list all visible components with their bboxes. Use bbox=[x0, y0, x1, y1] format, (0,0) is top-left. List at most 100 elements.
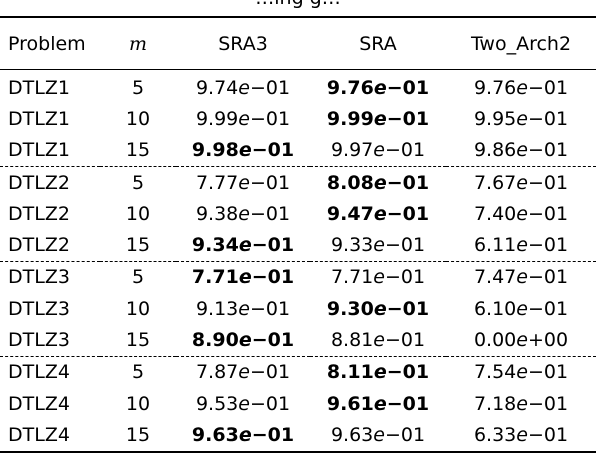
exponent-marker: e bbox=[373, 76, 387, 99]
value: 9.86e−01 bbox=[474, 139, 568, 161]
value: 9.53e−01 bbox=[196, 393, 290, 415]
value: 6.10e−01 bbox=[474, 298, 568, 320]
exponent-marker: e bbox=[373, 329, 385, 352]
table-body: DTLZ1 5 9.74e−01 9.76e−01 9.76e−01 DTLZ1 10 9.9… bbox=[0, 70, 596, 453]
cell-sra3: 9.53e−01 bbox=[176, 388, 310, 419]
value: 9.38e−01 bbox=[196, 203, 290, 225]
value-exponent: −01 bbox=[527, 361, 569, 384]
table-row: DTLZ2 10 9.38e−01 9.47e−01 7.40e−01 bbox=[0, 198, 596, 229]
value-exponent: −01 bbox=[527, 297, 569, 320]
exponent-marker: e bbox=[516, 139, 528, 162]
cell-sra: 9.76e−01 bbox=[310, 70, 446, 104]
exponent-marker: e bbox=[516, 392, 528, 415]
value-exponent: −01 bbox=[527, 202, 569, 225]
best-value: 7.71e−01 bbox=[192, 266, 294, 288]
cell-m: 10 bbox=[125, 202, 151, 225]
table-row: DTLZ1 15 9.98e−01 9.97e−01 9.86e−01 bbox=[0, 135, 596, 167]
cell-m: 15 bbox=[100, 419, 176, 453]
exponent-marker: e bbox=[516, 266, 528, 289]
exponent-marker: e bbox=[373, 234, 385, 257]
value-exponent: −01 bbox=[249, 171, 291, 194]
exponent-marker: e bbox=[516, 107, 528, 130]
cell-m: 15 bbox=[125, 234, 151, 257]
value: 7.67e−01 bbox=[474, 172, 568, 194]
table-row: DTLZ4 5 7.87e−01 8.11e−01 7.54e−01 bbox=[0, 355, 596, 388]
value-exponent: −01 bbox=[527, 107, 569, 130]
value: 6.33e−01 bbox=[474, 424, 568, 446]
value-mantissa: 9.30 bbox=[326, 297, 374, 320]
value-mantissa: 7.18 bbox=[473, 392, 517, 415]
value-mantissa: 8.08 bbox=[326, 171, 374, 194]
exponent-marker: e bbox=[238, 234, 252, 257]
value: 7.18e−01 bbox=[474, 393, 568, 415]
cell-sra: 9.63e−01 bbox=[310, 419, 446, 453]
cell-problem: DTLZ4 bbox=[8, 392, 70, 415]
best-value: 8.90e−01 bbox=[192, 329, 294, 351]
cell-two-arch2: 7.54e−01 bbox=[446, 355, 596, 388]
cell-sra3: 9.63e−01 bbox=[176, 419, 310, 453]
exponent-marker: e bbox=[238, 76, 250, 99]
value-mantissa: 9.38 bbox=[195, 202, 239, 225]
value: 9.95e−01 bbox=[474, 108, 568, 130]
value: 9.74e−01 bbox=[196, 77, 290, 99]
value-mantissa: 9.13 bbox=[195, 297, 239, 320]
cell-sra: 8.08e−01 bbox=[310, 165, 446, 199]
exponent-marker: e bbox=[238, 171, 250, 194]
cell-problem: DTLZ2 bbox=[8, 202, 70, 225]
value-exponent: −01 bbox=[527, 423, 569, 446]
exponent-marker: e bbox=[373, 423, 385, 446]
value-mantissa: 6.10 bbox=[473, 297, 517, 320]
cell-problem: DTLZ1 bbox=[8, 139, 70, 162]
value: 6.11e−01 bbox=[474, 234, 568, 256]
exponent-marker: e bbox=[373, 107, 387, 130]
value-mantissa: 9.76 bbox=[473, 76, 517, 99]
table-row: DTLZ2 5 7.77e−01 8.08e−01 7.67e−01 bbox=[0, 165, 596, 199]
exponent-marker: e bbox=[516, 297, 528, 320]
value-exponent: −01 bbox=[527, 234, 569, 257]
value: 9.33e−01 bbox=[331, 234, 425, 256]
value-exponent: −01 bbox=[384, 266, 426, 289]
value: 9.13e−01 bbox=[196, 298, 290, 320]
exponent-marker: e bbox=[516, 361, 528, 384]
cell-m: 5 bbox=[100, 260, 176, 294]
cell-sra3: 9.38e−01 bbox=[176, 198, 310, 229]
cell-sra3: 9.13e−01 bbox=[176, 293, 310, 324]
value-mantissa: 7.40 bbox=[473, 202, 517, 225]
value-exponent: −01 bbox=[384, 329, 426, 352]
cell-sra: 9.61e−01 bbox=[310, 388, 446, 419]
value: 9.63e−01 bbox=[331, 424, 425, 446]
cell-two-arch2: 9.76e−01 bbox=[446, 70, 596, 104]
value-exponent: −01 bbox=[249, 361, 291, 384]
cell-sra3: 9.34e−01 bbox=[176, 229, 310, 261]
cell-m: 15 bbox=[125, 329, 151, 352]
exponent-marker: e bbox=[373, 297, 387, 320]
table-row: DTLZ1 10 9.99e−01 9.99e−01 9.95e−01 bbox=[0, 103, 596, 134]
value-exponent: −01 bbox=[386, 297, 430, 320]
exponent-marker: e bbox=[238, 139, 252, 162]
value-exponent: −01 bbox=[384, 139, 426, 162]
results-table: Problem m SRA3 SRA Two_Arch2 DTLZ1 5 9.74e… bbox=[0, 16, 596, 453]
value: 7.71e−01 bbox=[331, 266, 425, 288]
value-exponent: −01 bbox=[527, 266, 569, 289]
cell-sra: 7.71e−01 bbox=[310, 260, 446, 294]
value-mantissa: 7.47 bbox=[473, 266, 517, 289]
cell-problem: DTLZ1 bbox=[8, 76, 70, 99]
exponent-marker: e bbox=[238, 392, 250, 415]
cell-m: 5 bbox=[100, 355, 176, 388]
cell-two-arch2: 9.86e−01 bbox=[446, 135, 596, 167]
value: 9.99e−01 bbox=[196, 108, 290, 130]
value: 9.76e−01 bbox=[474, 77, 568, 99]
cell-sra: 9.30e−01 bbox=[310, 293, 446, 324]
table-row: DTLZ3 5 7.71e−01 7.71e−01 7.47e−01 bbox=[0, 260, 596, 294]
best-value: 8.08e−01 bbox=[327, 172, 429, 194]
value-exponent: −01 bbox=[249, 297, 291, 320]
value: 7.54e−01 bbox=[474, 361, 568, 383]
value-exponent: −01 bbox=[384, 234, 426, 257]
exponent-marker: e bbox=[373, 266, 385, 289]
cell-m: 5 bbox=[100, 165, 176, 199]
exponent-marker: e bbox=[516, 171, 528, 194]
cell-sra3: 8.90e−01 bbox=[176, 324, 310, 356]
header-row: Problem m SRA3 SRA Two_Arch2 bbox=[0, 17, 596, 70]
cell-sra3: 9.99e−01 bbox=[176, 103, 310, 134]
value-exponent: −01 bbox=[386, 107, 430, 130]
